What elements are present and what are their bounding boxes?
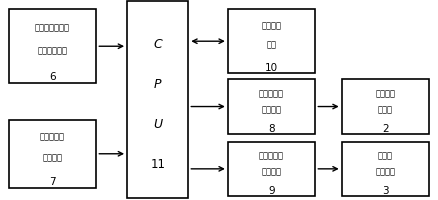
Bar	[342, 80, 429, 134]
Text: 模块: 模块	[267, 40, 276, 49]
Text: C: C	[153, 38, 162, 50]
Text: 3: 3	[382, 185, 389, 195]
Text: 电容器开关: 电容器开关	[259, 151, 284, 160]
Bar	[9, 10, 96, 84]
Text: 断路器: 断路器	[378, 105, 393, 114]
Text: 断路器状态: 断路器状态	[40, 132, 65, 141]
Text: 驱动模块: 驱动模块	[261, 105, 282, 114]
Text: 7: 7	[49, 176, 56, 186]
Text: 断路器开关: 断路器开关	[259, 89, 284, 98]
Text: 电容器: 电容器	[378, 151, 393, 160]
Text: 三相电压、零序: 三相电压、零序	[35, 23, 70, 32]
Bar	[342, 142, 429, 196]
Bar	[9, 120, 96, 188]
Text: 8: 8	[268, 123, 275, 133]
Text: U: U	[153, 118, 162, 130]
Text: 2: 2	[382, 123, 389, 133]
Text: 检测模块: 检测模块	[42, 153, 63, 162]
Text: 11: 11	[150, 158, 165, 170]
Text: 6: 6	[49, 71, 56, 81]
Text: 电流采集模块: 电流采集模块	[38, 46, 67, 55]
Bar	[228, 142, 315, 196]
Bar	[127, 2, 188, 198]
Text: 人机对话: 人机对话	[261, 21, 282, 30]
Text: P: P	[154, 78, 162, 90]
Text: 投切开关: 投切开关	[375, 167, 396, 176]
Text: 驱动模块: 驱动模块	[261, 167, 282, 176]
Text: 母线分段: 母线分段	[375, 89, 396, 98]
Text: 10: 10	[265, 62, 278, 72]
Bar	[228, 80, 315, 134]
Text: 9: 9	[268, 185, 275, 195]
Bar	[228, 10, 315, 74]
